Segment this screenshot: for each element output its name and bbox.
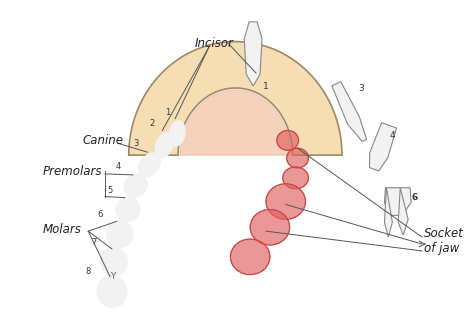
Text: Molars: Molars bbox=[43, 223, 82, 236]
Polygon shape bbox=[332, 82, 366, 141]
Text: Incisor: Incisor bbox=[195, 37, 234, 50]
Text: 4: 4 bbox=[115, 163, 120, 171]
Text: 3: 3 bbox=[359, 84, 365, 93]
Text: Premolars: Premolars bbox=[43, 166, 102, 178]
Polygon shape bbox=[370, 122, 397, 171]
Ellipse shape bbox=[97, 275, 127, 307]
Ellipse shape bbox=[138, 153, 161, 177]
Text: 1: 1 bbox=[263, 82, 269, 91]
Text: 7: 7 bbox=[91, 239, 97, 248]
Ellipse shape bbox=[230, 239, 270, 275]
Ellipse shape bbox=[287, 148, 309, 168]
Ellipse shape bbox=[250, 210, 290, 245]
Text: 3: 3 bbox=[133, 139, 138, 148]
Polygon shape bbox=[384, 188, 392, 237]
Polygon shape bbox=[384, 188, 411, 215]
Text: Canine: Canine bbox=[82, 134, 123, 147]
Ellipse shape bbox=[277, 130, 299, 150]
Ellipse shape bbox=[155, 132, 173, 158]
Text: Socket
of jaw: Socket of jaw bbox=[424, 227, 464, 255]
Text: Y: Y bbox=[110, 272, 116, 281]
Text: 1: 1 bbox=[164, 108, 170, 117]
Polygon shape bbox=[129, 42, 342, 155]
Text: 6: 6 bbox=[98, 210, 103, 219]
Ellipse shape bbox=[124, 174, 147, 197]
Text: 5: 5 bbox=[107, 186, 113, 195]
Text: 4: 4 bbox=[389, 131, 395, 140]
Ellipse shape bbox=[266, 184, 305, 219]
Ellipse shape bbox=[100, 248, 128, 276]
Text: 6: 6 bbox=[411, 193, 417, 202]
Text: 2: 2 bbox=[150, 119, 155, 128]
Polygon shape bbox=[244, 22, 262, 86]
Polygon shape bbox=[398, 188, 408, 235]
Text: 8: 8 bbox=[86, 267, 91, 276]
Ellipse shape bbox=[169, 121, 185, 146]
Ellipse shape bbox=[107, 221, 133, 248]
Ellipse shape bbox=[283, 167, 309, 189]
Ellipse shape bbox=[116, 198, 140, 221]
Polygon shape bbox=[180, 90, 291, 155]
